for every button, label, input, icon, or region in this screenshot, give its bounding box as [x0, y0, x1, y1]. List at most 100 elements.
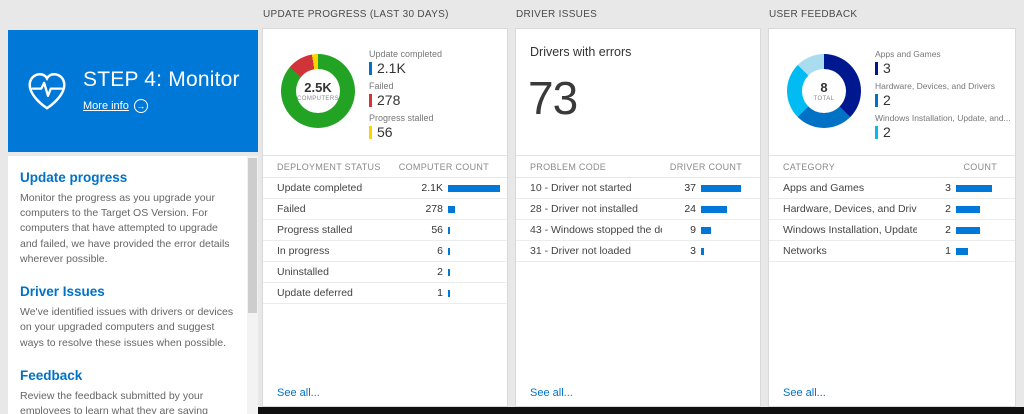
- row-bar: [956, 184, 992, 192]
- row-label: 28 - Driver not installed: [530, 203, 638, 215]
- user-feedback-card: 8 TOTAL Apps and Games 3 Hardware, Devic…: [768, 28, 1016, 407]
- row-count: 2.1K: [421, 182, 443, 194]
- table-row[interactable]: Failed 278: [263, 199, 507, 220]
- table-row[interactable]: Windows Installation, Update,... 2: [769, 220, 1015, 241]
- arrow-right-icon: →: [133, 99, 148, 113]
- user-feedback-chart-area: 8 TOTAL Apps and Games 3 Hardware, Devic…: [769, 29, 1015, 156]
- step-tile: STEP 4: Monitor More info → Update progr…: [8, 30, 258, 414]
- row-bar: [448, 289, 450, 297]
- row-bar: [448, 184, 500, 192]
- row-count: 2: [437, 266, 443, 278]
- step-text: STEP 4: Monitor More info →: [83, 68, 240, 114]
- row-bar: [448, 205, 455, 213]
- table-header-col1: DEPLOYMENT STATUS: [277, 161, 381, 172]
- legend-value: 278: [377, 92, 401, 108]
- category-table: Apps and Games 3 Hardware, Devices, and …: [769, 178, 1015, 262]
- section-body-text: Monitor the progress as you upgrade your…: [20, 192, 230, 265]
- section-feedback: Feedback Review the feedback submitted b…: [20, 368, 234, 414]
- row-bar-cell: [951, 205, 1009, 213]
- driver-issues-card: Drivers with errors 73 PROBLEM CODE DRIV…: [515, 28, 761, 407]
- legend-item: Failed 278: [369, 81, 503, 108]
- panel-header: USER FEEDBACK: [769, 9, 858, 20]
- table-row[interactable]: 10 - Driver not started 37: [516, 178, 760, 199]
- legend-value-row: 2.1K: [369, 60, 503, 76]
- row-label: 10 - Driver not started: [530, 182, 632, 194]
- legend-value-row: 2: [875, 124, 1011, 140]
- legend-value-row: 2: [875, 92, 1011, 108]
- table-header-col1: PROBLEM CODE: [530, 161, 607, 172]
- row-bar-cell: [696, 247, 754, 255]
- table-header-col2: COUNT: [963, 161, 997, 172]
- problem-code-table: 10 - Driver not started 37 28 - Driver n…: [516, 178, 760, 262]
- row-label: In progress: [277, 245, 330, 257]
- update-progress-panel: UPDATE PROGRESS (LAST 30 DAYS) 2.5K COMP…: [262, 0, 508, 414]
- section-body-text: We've identified issues with drivers or …: [20, 306, 234, 349]
- card-title: Drivers with errors: [530, 45, 632, 59]
- row-label: 31 - Driver not loaded: [530, 245, 631, 257]
- row-bar: [448, 247, 450, 255]
- legend-value: 56: [377, 124, 393, 140]
- see-all-link[interactable]: See all...: [277, 387, 320, 399]
- legend-marker: [369, 61, 372, 75]
- step-header-tile[interactable]: STEP 4: Monitor More info →: [8, 30, 258, 152]
- driver-issues-chart-area: Drivers with errors 73: [516, 29, 760, 156]
- deployment-status-table: Update completed 2.1K Failed 278 Progres…: [263, 178, 507, 304]
- user-feedback-panel: USER FEEDBACK 8 TOTAL Apps and Games 3: [768, 0, 1016, 414]
- row-bar-cell: [696, 205, 754, 213]
- table-row[interactable]: In progress 6: [263, 241, 507, 262]
- table-row[interactable]: 31 - Driver not loaded 3: [516, 241, 760, 262]
- row-count: 1: [945, 245, 951, 257]
- table-header-col2: DRIVER COUNT: [669, 161, 742, 172]
- heart-pulse-icon: [24, 68, 70, 114]
- scrollbar-thumb[interactable]: [248, 158, 257, 313]
- table-row[interactable]: Update completed 2.1K: [263, 178, 507, 199]
- row-count: 278: [425, 203, 443, 215]
- row-bar: [701, 247, 705, 255]
- table-row[interactable]: Update deferred 1: [263, 283, 507, 304]
- update-progress-donut[interactable]: 2.5K COMPUTERS: [281, 54, 355, 128]
- table-row[interactable]: Apps and Games 3: [769, 178, 1015, 199]
- section-heading: Feedback: [20, 367, 83, 383]
- row-bar: [701, 226, 711, 234]
- legend-label: Windows Installation, Update, and...: [875, 113, 1011, 123]
- row-label: Windows Installation, Update,...: [783, 224, 917, 236]
- donut-center-label: COMPUTERS: [297, 96, 339, 102]
- row-count: 2: [945, 224, 951, 236]
- more-info-link[interactable]: More info →: [83, 99, 148, 113]
- donut-legend: Apps and Games 3 Hardware, Devices, and …: [875, 49, 1011, 145]
- legend-value-row: 56: [369, 124, 503, 140]
- step-description-panel: Update progress Monitor the progress as …: [8, 156, 258, 414]
- legend-item: Hardware, Devices, and Drivers 2: [875, 81, 1011, 108]
- row-label: Networks: [783, 245, 827, 257]
- table-row[interactable]: 43 - Windows stopped the devi... 9: [516, 220, 760, 241]
- row-label: Apps and Games: [783, 182, 865, 194]
- row-count: 6: [437, 245, 443, 257]
- legend-label: Update completed: [369, 49, 443, 59]
- table-row[interactable]: Uninstalled 2: [263, 262, 507, 283]
- legend-marker: [369, 93, 372, 107]
- legend-item: Apps and Games 3: [875, 49, 1011, 76]
- legend-marker: [875, 125, 878, 139]
- table-row[interactable]: 28 - Driver not installed 24: [516, 199, 760, 220]
- row-bar: [448, 226, 450, 234]
- table-header-col1: CATEGORY: [783, 161, 836, 172]
- donut-center: 8 TOTAL: [802, 69, 846, 113]
- table-header-col2: COMPUTER COUNT: [398, 161, 489, 172]
- row-label: Failed: [277, 203, 306, 215]
- legend-value: 3: [883, 60, 891, 76]
- table-row[interactable]: Hardware, Devices, and Drivers 2: [769, 199, 1015, 220]
- see-all-link[interactable]: See all...: [783, 387, 826, 399]
- row-bar-cell: [443, 289, 501, 297]
- row-bar-cell: [443, 268, 501, 276]
- user-feedback-donut[interactable]: 8 TOTAL: [787, 54, 861, 128]
- section-driver-issues: Driver Issues We've identified issues wi…: [20, 284, 234, 351]
- donut-legend: Update completed 2.1K Failed 278: [369, 49, 503, 145]
- scrollbar[interactable]: [247, 156, 258, 414]
- bottom-edge-strip: [258, 407, 1024, 414]
- row-bar-cell: [951, 226, 1009, 234]
- table-row[interactable]: Networks 1: [769, 241, 1015, 262]
- see-all-link[interactable]: See all...: [530, 387, 573, 399]
- legend-value-row: 278: [369, 92, 503, 108]
- legend-item: Windows Installation, Update, and... 2: [875, 113, 1011, 140]
- table-row[interactable]: Progress stalled 56: [263, 220, 507, 241]
